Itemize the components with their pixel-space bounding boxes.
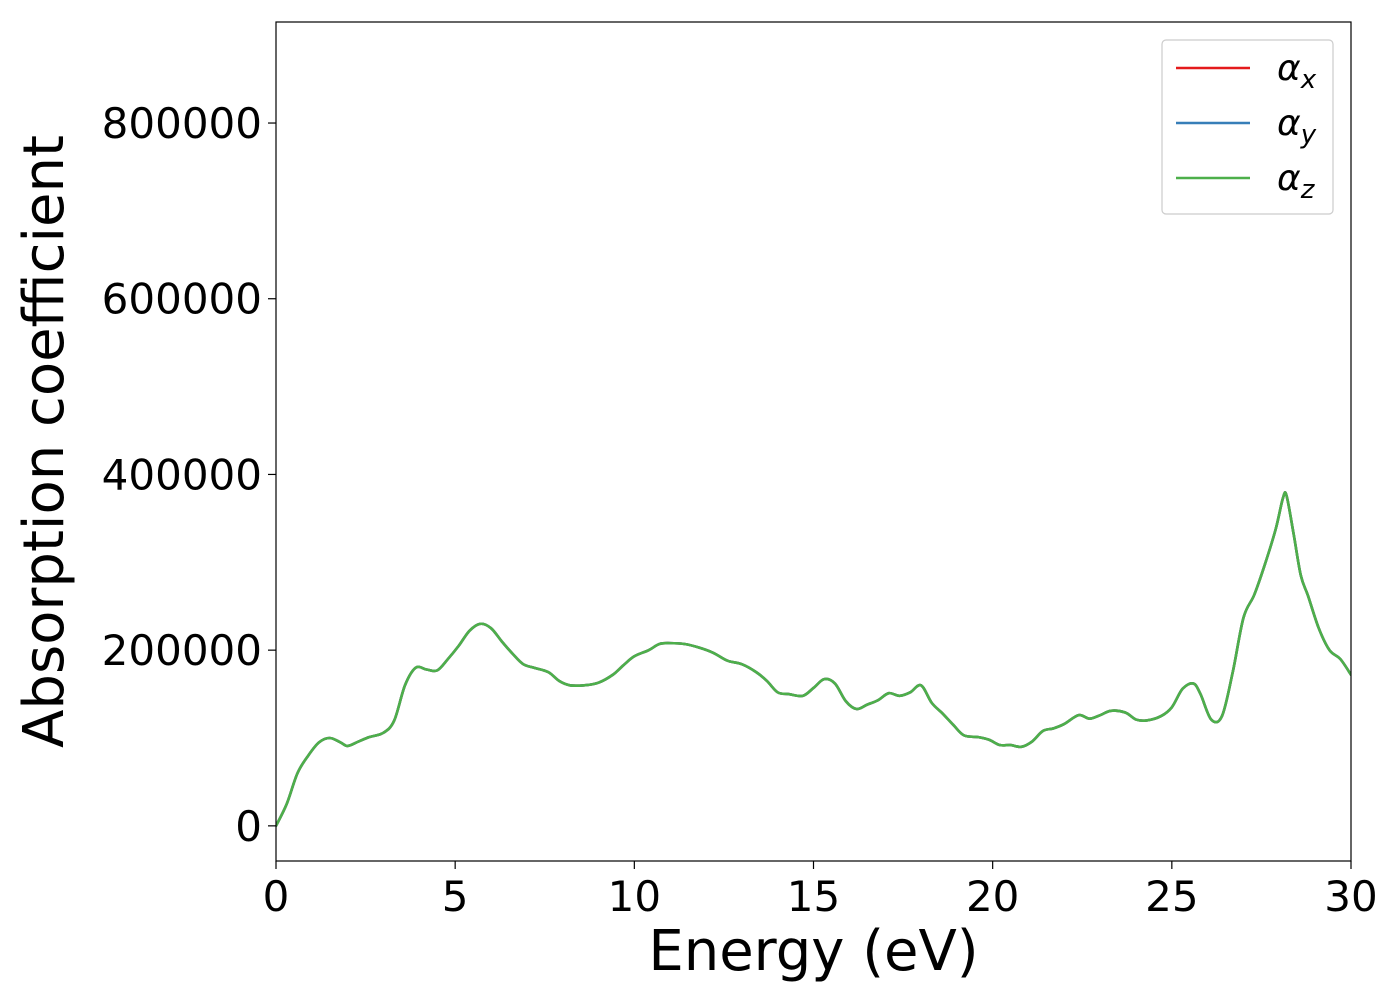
y-tick-label: 600000 xyxy=(102,275,262,324)
x-tick-label: 5 xyxy=(442,872,469,921)
series-line-z xyxy=(276,490,1351,828)
legend-label-subscript: y xyxy=(1300,120,1317,150)
x-tick-label: 15 xyxy=(787,872,840,921)
legend-label-base: α xyxy=(1277,158,1301,199)
x-tick-label: 20 xyxy=(966,872,1019,921)
y-tick-label: 400000 xyxy=(102,450,262,499)
legend-label-base: α xyxy=(1277,103,1301,144)
legend-label-x: αx xyxy=(1277,48,1317,95)
legend-label-base: α xyxy=(1277,48,1301,89)
x-axis-label: Energy (eV) xyxy=(648,919,978,984)
legend-label-z: αz xyxy=(1277,158,1316,205)
x-tick-label: 0 xyxy=(263,872,290,921)
legend-box xyxy=(1161,39,1334,215)
legend-label-subscript: z xyxy=(1300,175,1316,205)
x-tick-label: 10 xyxy=(608,872,661,921)
y-tick-label: 0 xyxy=(235,802,262,851)
y-axis-label: Absorption coefficient xyxy=(12,135,77,748)
legend-label-y: αy xyxy=(1277,103,1317,150)
y-tick-label: 200000 xyxy=(102,626,262,675)
y-tick-label: 800000 xyxy=(102,99,262,148)
legend-label-subscript: x xyxy=(1300,65,1317,95)
x-tick-label: 25 xyxy=(1145,872,1198,921)
x-tick-label: 30 xyxy=(1324,872,1377,921)
